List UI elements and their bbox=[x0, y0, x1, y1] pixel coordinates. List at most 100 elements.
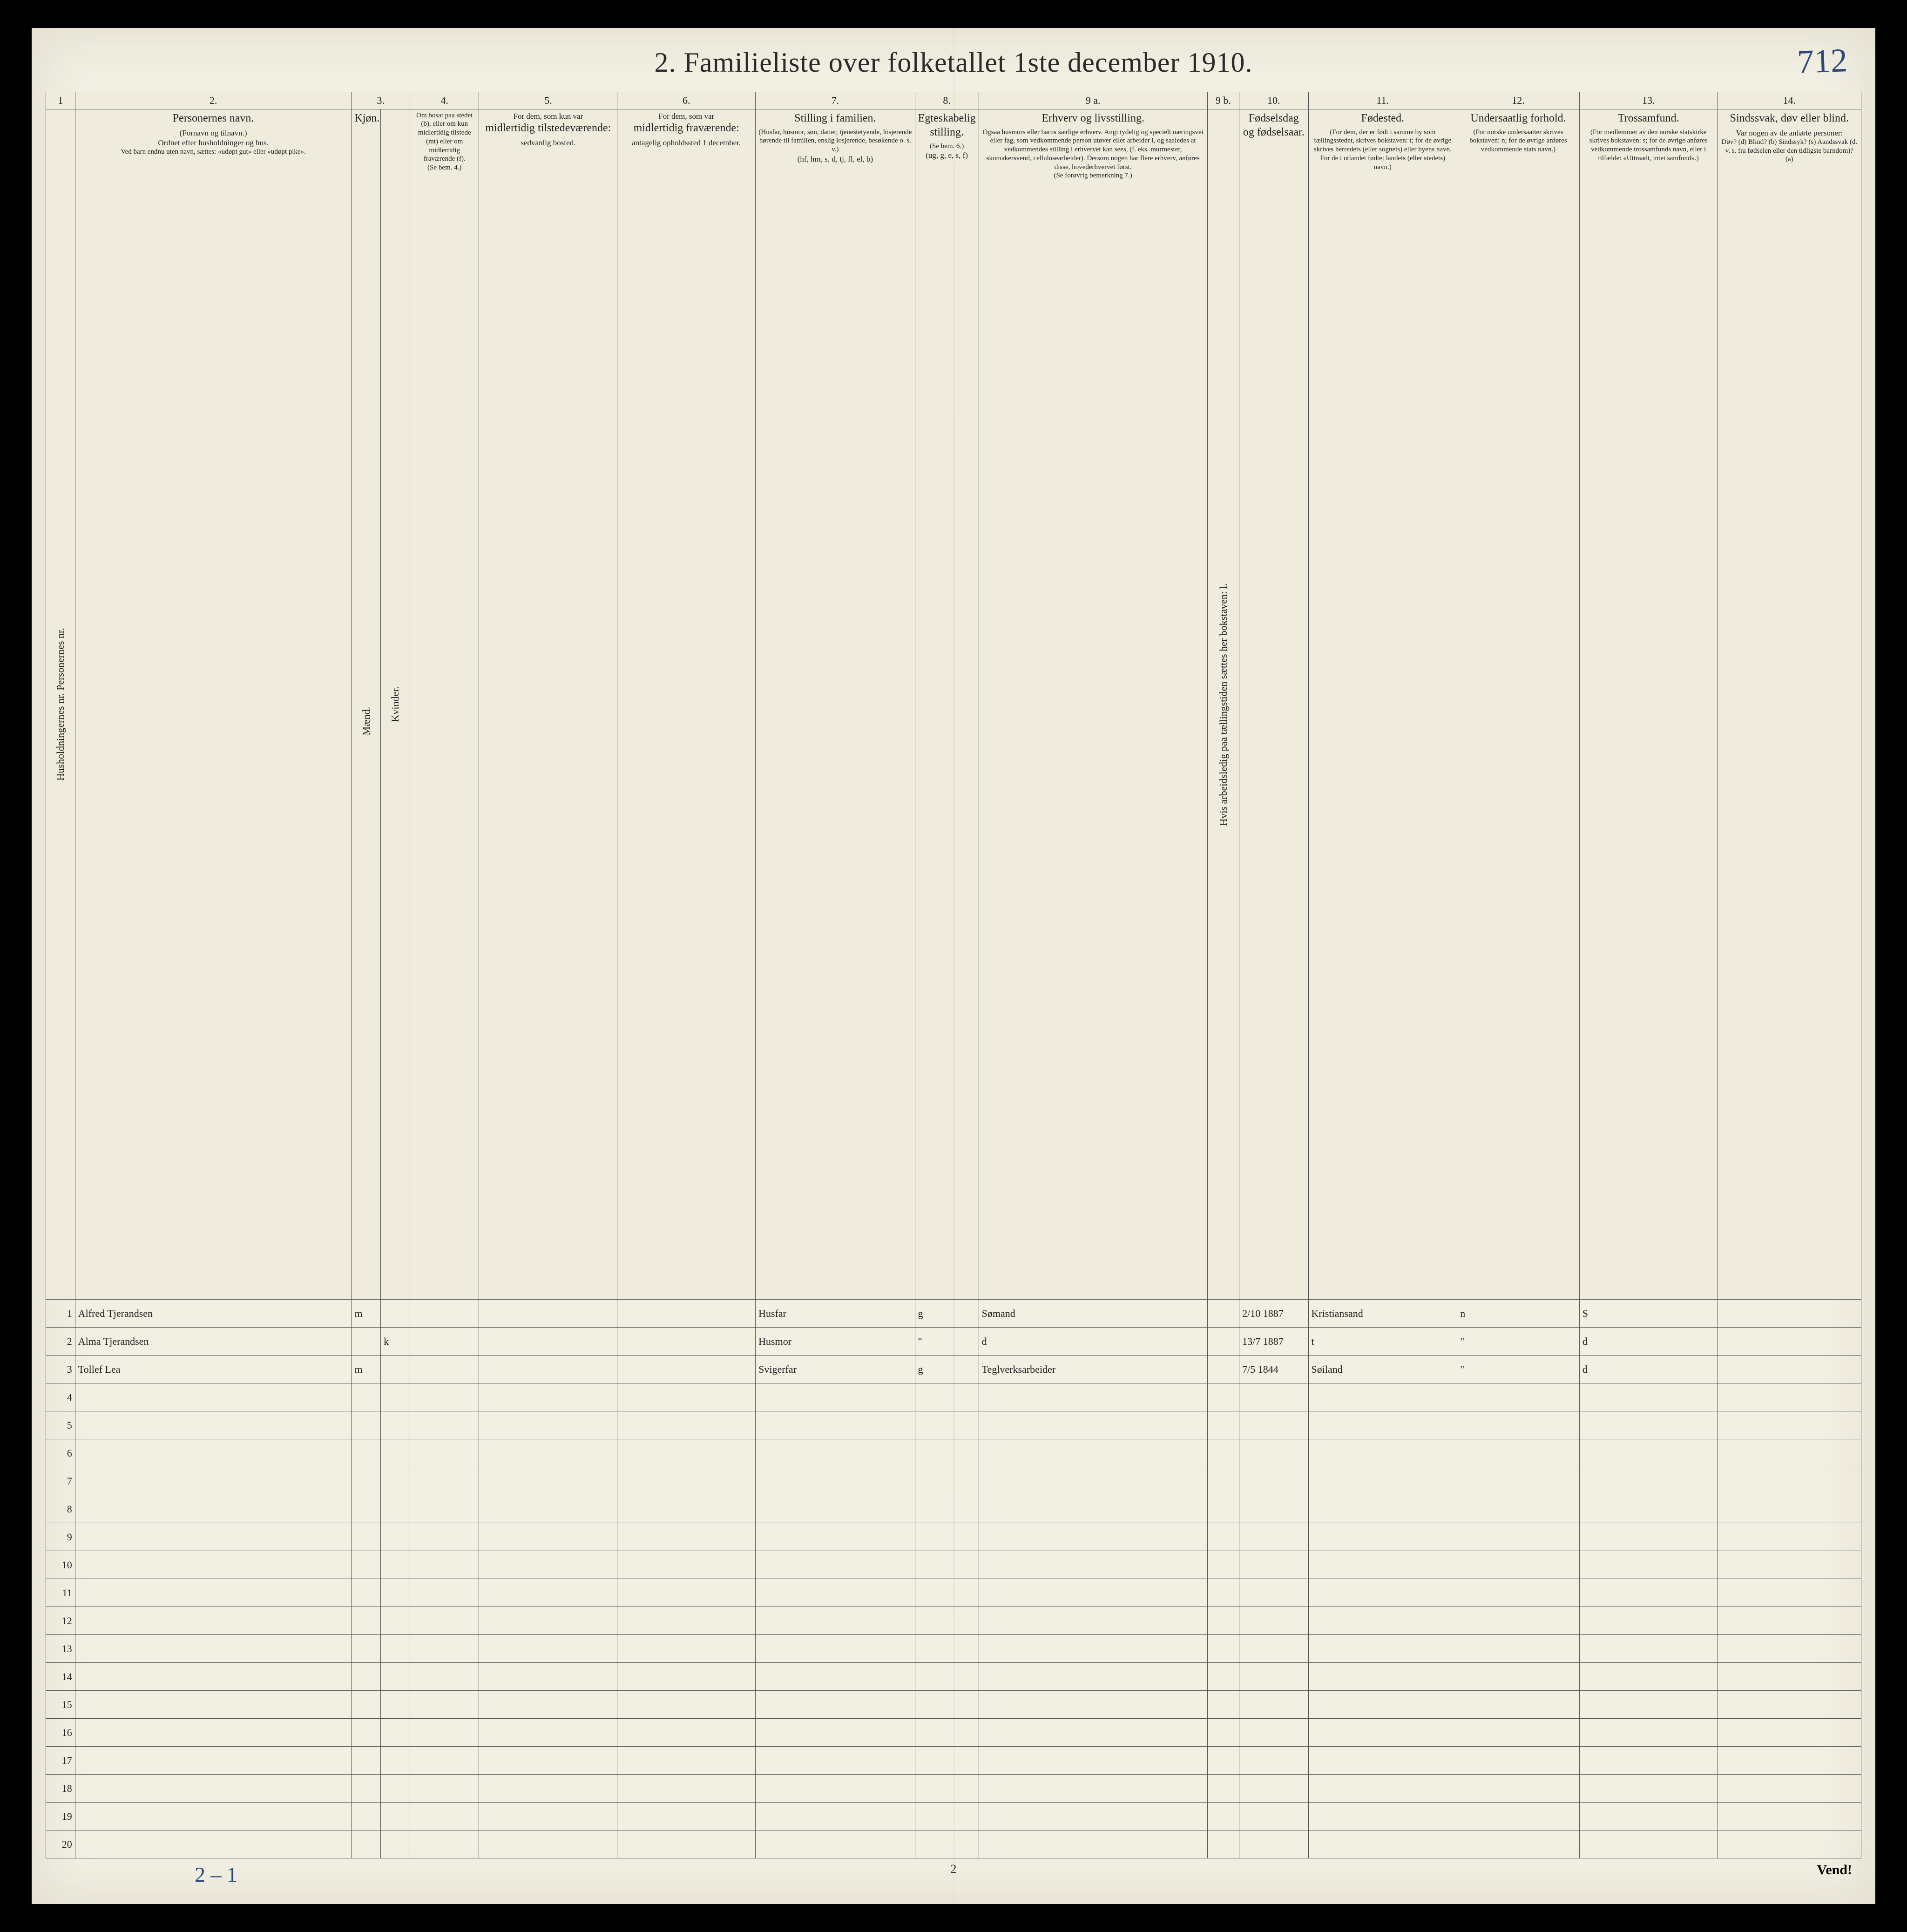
cell-col5 bbox=[479, 1635, 617, 1663]
cell-col4 bbox=[410, 1495, 479, 1523]
header-col3-k-text: Kvinder. bbox=[389, 111, 402, 1298]
cell-col6 bbox=[617, 1495, 756, 1523]
cell-col10: 13/7 1887 bbox=[1239, 1328, 1308, 1356]
cell-col6 bbox=[617, 1439, 756, 1467]
table-row: 8 bbox=[46, 1495, 1861, 1523]
footer-row: 2 – 1 2 Vend! bbox=[46, 1862, 1861, 1890]
cell-col5 bbox=[479, 1523, 617, 1551]
cell-col13 bbox=[1579, 1523, 1718, 1551]
cell-col6 bbox=[617, 1523, 756, 1551]
header-col6-top: For dem, som var bbox=[620, 111, 752, 121]
column-header-row: Husholdningernes nr. Personernes nr. Per… bbox=[46, 109, 1861, 1300]
cell-col12 bbox=[1457, 1551, 1580, 1579]
cell-col13 bbox=[1579, 1663, 1718, 1691]
cell-col7 bbox=[756, 1775, 915, 1803]
cell-sex-k bbox=[381, 1523, 410, 1551]
cell-sex-m bbox=[352, 1523, 381, 1551]
table-row: 14 bbox=[46, 1663, 1861, 1691]
page-title: 2. Familieliste over folketallet 1ste de… bbox=[655, 47, 1253, 78]
census-page: 2. Familieliste over folketallet 1ste de… bbox=[32, 28, 1875, 1904]
cell-col14 bbox=[1718, 1300, 1861, 1328]
cell-sex-m bbox=[352, 1607, 381, 1635]
header-col14: Sindssvak, døv eller blind. Var nogen av… bbox=[1718, 109, 1861, 1300]
header-col6-bot: antagelig opholdssted 1 december. bbox=[620, 138, 752, 148]
cell-col14 bbox=[1718, 1775, 1861, 1803]
cell-col14 bbox=[1718, 1663, 1861, 1691]
cell-col9a bbox=[979, 1495, 1207, 1523]
cell-col8 bbox=[915, 1383, 979, 1411]
cell-col9b bbox=[1207, 1691, 1239, 1719]
table-row: 20 bbox=[46, 1830, 1861, 1858]
cell-col6 bbox=[617, 1579, 756, 1607]
cell-col7 bbox=[756, 1579, 915, 1607]
cell-col12 bbox=[1457, 1691, 1580, 1719]
cell-col8 bbox=[915, 1663, 979, 1691]
cell-col11: t bbox=[1308, 1328, 1457, 1356]
cell-col11 bbox=[1308, 1495, 1457, 1523]
cell-name bbox=[75, 1775, 352, 1803]
colnum-12: 12. bbox=[1457, 92, 1580, 109]
table-row: 10 bbox=[46, 1551, 1861, 1579]
cell-col9b bbox=[1207, 1439, 1239, 1467]
cell-col13 bbox=[1579, 1411, 1718, 1439]
cell-col4 bbox=[410, 1803, 479, 1830]
cell-col7 bbox=[756, 1747, 915, 1775]
row-number: 4 bbox=[46, 1383, 75, 1411]
cell-col9a bbox=[979, 1719, 1207, 1747]
cell-col4 bbox=[410, 1607, 479, 1635]
cell-col12 bbox=[1457, 1635, 1580, 1663]
cell-col14 bbox=[1718, 1635, 1861, 1663]
cell-col5 bbox=[479, 1747, 617, 1775]
cell-col9b bbox=[1207, 1775, 1239, 1803]
cell-col9a: Sømand bbox=[979, 1300, 1207, 1328]
cell-col12 bbox=[1457, 1775, 1580, 1803]
cell-col10: 2/10 1887 bbox=[1239, 1300, 1308, 1328]
cell-col9a bbox=[979, 1747, 1207, 1775]
cell-col11 bbox=[1308, 1635, 1457, 1663]
cell-col9a bbox=[979, 1411, 1207, 1439]
colnum-10: 10. bbox=[1239, 92, 1308, 109]
table-row: 13 bbox=[46, 1635, 1861, 1663]
colnum-4: 4. bbox=[410, 92, 479, 109]
cell-col9a: d bbox=[979, 1328, 1207, 1356]
cell-col11 bbox=[1308, 1607, 1457, 1635]
cell-col7 bbox=[756, 1383, 915, 1411]
cell-col6 bbox=[617, 1803, 756, 1830]
cell-sex-k bbox=[381, 1579, 410, 1607]
cell-col11 bbox=[1308, 1551, 1457, 1579]
cell-sex-k bbox=[381, 1383, 410, 1411]
cell-col12 bbox=[1457, 1383, 1580, 1411]
cell-col6 bbox=[617, 1691, 756, 1719]
cell-col4 bbox=[410, 1439, 479, 1467]
cell-name: Alfred Tjerandsen bbox=[75, 1300, 352, 1328]
header-col9a: Erhverv og livsstilling. Ogsaa husmors e… bbox=[979, 109, 1207, 1300]
cell-col12 bbox=[1457, 1439, 1580, 1467]
cell-sex-k bbox=[381, 1775, 410, 1803]
header-col10-top: Fødselsdag og fødselsaar. bbox=[1242, 111, 1305, 139]
cell-col10 bbox=[1239, 1467, 1308, 1495]
row-number: 7 bbox=[46, 1467, 75, 1495]
header-col9a-bot: (Se forøvrig bemerkning 7.) bbox=[982, 171, 1204, 180]
row-number: 13 bbox=[46, 1635, 75, 1663]
table-row: 1Alfred TjerandsenmHusfargSømand2/10 188… bbox=[46, 1300, 1861, 1328]
cell-col8 bbox=[915, 1775, 979, 1803]
cell-col10 bbox=[1239, 1579, 1308, 1607]
cell-col14 bbox=[1718, 1356, 1861, 1383]
cell-col8 bbox=[915, 1747, 979, 1775]
cell-name bbox=[75, 1691, 352, 1719]
header-col3-title: Kjøn. bbox=[354, 111, 378, 125]
cell-col9b bbox=[1207, 1495, 1239, 1523]
cell-col8: g bbox=[915, 1356, 979, 1383]
header-col3-m: Kjøn. Mænd. bbox=[352, 109, 381, 1300]
cell-col8 bbox=[915, 1439, 979, 1467]
cell-col11 bbox=[1308, 1523, 1457, 1551]
cell-col12 bbox=[1457, 1747, 1580, 1775]
cell-col8 bbox=[915, 1523, 979, 1551]
cell-col13 bbox=[1579, 1383, 1718, 1411]
cell-col12 bbox=[1457, 1523, 1580, 1551]
cell-col4 bbox=[410, 1747, 479, 1775]
row-number: 8 bbox=[46, 1495, 75, 1523]
cell-col9a bbox=[979, 1579, 1207, 1607]
cell-col5 bbox=[479, 1328, 617, 1356]
cell-col11 bbox=[1308, 1803, 1457, 1830]
